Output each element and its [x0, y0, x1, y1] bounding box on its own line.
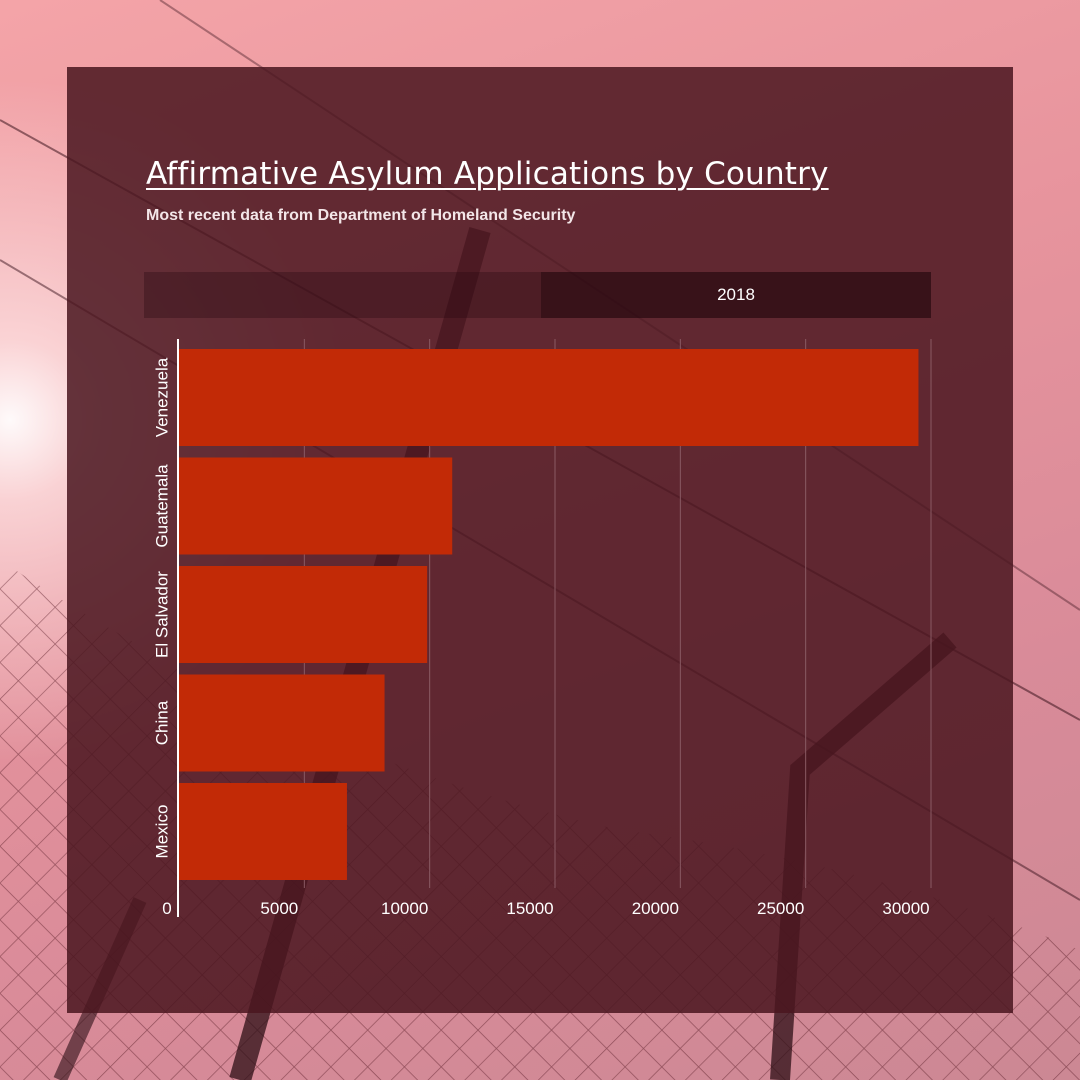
category-label-china: China — [153, 700, 172, 745]
bar-china[interactable] — [179, 674, 385, 772]
x-tick-label-0: 0 — [162, 899, 171, 918]
bar-guatemala[interactable] — [179, 457, 453, 555]
bar-mexico[interactable] — [179, 783, 347, 880]
category-label-venezuela: Venezuela — [153, 357, 172, 437]
year-tabs: 2018 — [144, 272, 931, 318]
bar-venezuela[interactable] — [179, 349, 919, 446]
chart-title: Affirmative Asylum Applications by Count… — [146, 156, 829, 192]
x-tick-label-20000: 20000 — [632, 899, 679, 918]
x-tick-label-30000: 30000 — [882, 899, 929, 918]
x-tick-label-25000: 25000 — [757, 899, 804, 918]
x-tick-label-5000: 5000 — [260, 899, 298, 918]
bar-el-salvador[interactable] — [179, 566, 428, 663]
tab-2018[interactable]: 2018 — [541, 272, 931, 318]
category-label-guatemala: Guatemala — [153, 464, 172, 548]
category-label-el-salvador: El Salvador — [153, 571, 172, 658]
x-tick-label-10000: 10000 — [381, 899, 428, 918]
chart-subtitle: Most recent data from Department of Home… — [146, 207, 576, 224]
category-label-mexico: Mexico — [153, 805, 172, 859]
x-tick-label-15000: 15000 — [506, 899, 553, 918]
